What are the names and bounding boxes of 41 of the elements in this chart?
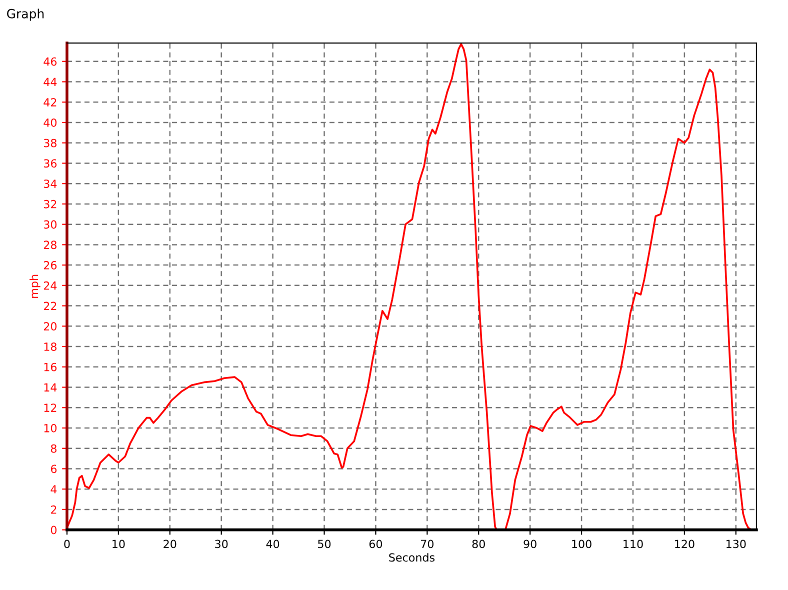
y-tick-label: 12 xyxy=(44,404,56,412)
x-tick-label: 50 xyxy=(318,540,331,548)
x-tick-label: 0 xyxy=(64,540,70,548)
y-axis-title: mph xyxy=(30,274,40,298)
y-tick-label: 46 xyxy=(44,57,57,66)
x-tick-label: 80 xyxy=(472,540,485,548)
y-tick-label: 30 xyxy=(44,220,57,229)
y-tick-label: 14 xyxy=(44,383,57,392)
y-tick-label: 0 xyxy=(50,526,57,534)
y-tick-label: 34 xyxy=(44,180,57,188)
chart-title: Graph xyxy=(7,8,44,21)
y-tick-label: 44 xyxy=(44,78,57,86)
y-tick-label: 28 xyxy=(44,240,56,250)
y-tick-label: 20 xyxy=(44,322,57,331)
x-tick-label: 10 xyxy=(112,540,125,548)
y-tick-label: 24 xyxy=(44,281,57,290)
y-tick-label: 6 xyxy=(50,464,57,474)
x-tick-label: 110 xyxy=(624,540,643,548)
x-tick-label: 130 xyxy=(726,540,746,548)
x-tick-label: 40 xyxy=(266,540,280,548)
x-tick-label: 20 xyxy=(164,540,176,548)
y-tick-label: 18 xyxy=(44,342,56,351)
y-tick-label: 22 xyxy=(44,302,56,310)
y-tick-label: 32 xyxy=(44,200,56,208)
y-tick-label: 16 xyxy=(44,362,57,372)
x-axis-title: Seconds xyxy=(389,553,435,562)
x-tick-label: 30 xyxy=(215,540,228,548)
x-tick-label: 100 xyxy=(572,540,592,548)
y-tick-label: 2 xyxy=(51,505,56,514)
y-tick-label: 36 xyxy=(44,159,57,168)
x-tick-label: 60 xyxy=(369,540,382,548)
y-tick-label: 40 xyxy=(44,118,57,127)
x-tick-label: 120 xyxy=(675,540,694,548)
y-tick-label: 8 xyxy=(50,444,56,453)
y-tick-label: 26 xyxy=(44,261,57,270)
y-tick-label: 10 xyxy=(44,424,57,432)
y-tick-label: 38 xyxy=(44,138,56,148)
x-tick-label: 70 xyxy=(421,540,434,548)
y-tick-label: 4 xyxy=(50,485,57,494)
y-tick-label: 42 xyxy=(44,98,56,106)
x-tick-label: 90 xyxy=(524,540,536,548)
